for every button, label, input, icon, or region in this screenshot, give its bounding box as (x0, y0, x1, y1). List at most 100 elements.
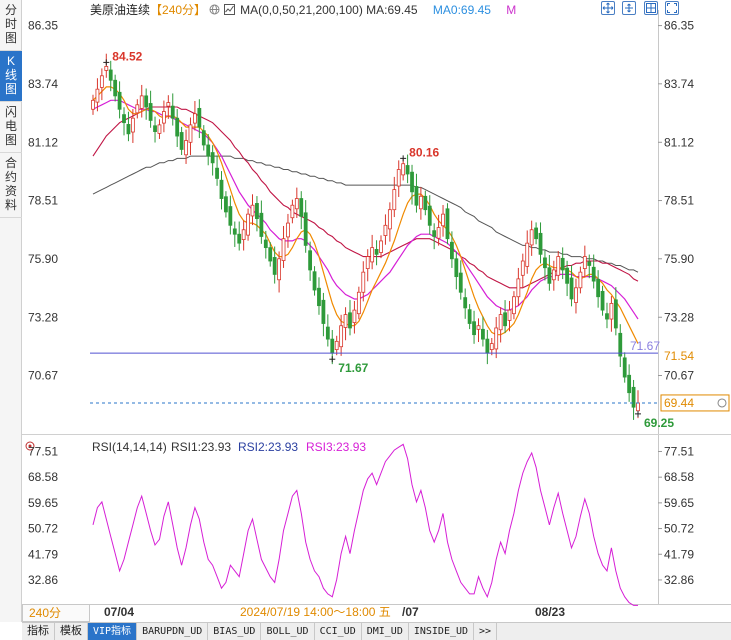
candle-body (578, 271, 583, 289)
candle-body (197, 107, 202, 128)
candle-body (427, 205, 432, 226)
candle-body (503, 312, 507, 327)
y-tick-left: 75.90 (28, 252, 58, 266)
side-tab-3[interactable]: 合约资料 (0, 153, 22, 218)
candle-body (281, 238, 286, 261)
grid-icon[interactable] (643, 1, 658, 15)
y-tick-right: 70.67 (664, 369, 694, 383)
candle-body (312, 271, 317, 291)
candle-body (188, 124, 193, 143)
candle-body (414, 186, 419, 206)
instrument-title: 美原油连续 (90, 3, 151, 17)
high-annotation-1: 84.52 (112, 49, 142, 63)
candle-body (596, 278, 601, 298)
tag-dropdown-icon[interactable] (717, 398, 727, 408)
rsi-settings-icon-dot (28, 444, 32, 448)
candle-body (538, 232, 543, 255)
candle-body (560, 257, 565, 271)
rsi-tick-left: 32.86 (28, 573, 58, 587)
candle-body (543, 257, 547, 269)
candle-body (472, 321, 476, 336)
bottom-tab-bias-ud[interactable]: BIAS_UD (208, 623, 262, 640)
bottom-tab--[interactable]: >> (474, 623, 498, 640)
candle-body (494, 327, 499, 350)
candle-body (224, 196, 228, 213)
candle-body (569, 277, 574, 300)
candle-body (450, 241, 454, 260)
rsi3-value: RSI3:23.93 (306, 440, 366, 454)
candle-body (551, 269, 556, 281)
y-tick-right: 83.74 (664, 77, 694, 91)
low-annotation-1: 71.67 (338, 361, 368, 375)
y-tick-right: 73.28 (664, 310, 694, 324)
date-cursor: 2024/07/19 14:00～18:00 五 (240, 605, 391, 619)
last-price-tag (660, 394, 730, 412)
rsi1-value: RSI1:23.93 (171, 440, 231, 454)
bottom-tab-cci-ud[interactable]: CCI_UD (315, 623, 362, 640)
move-icon[interactable] (601, 1, 615, 15)
candle-body (290, 204, 295, 219)
rsi-tick-left: 77.51 (28, 444, 58, 458)
candle-body (339, 325, 344, 348)
candle-body (525, 242, 530, 267)
rsi-tick-right: 77.51 (664, 444, 694, 458)
zoom-in-icon[interactable] (622, 1, 637, 15)
candle-body (547, 267, 552, 284)
candle-body (556, 256, 561, 276)
bottom-tab-vip-[interactable]: VIP指标 (88, 623, 138, 640)
last-price-tag-label: 69.44 (664, 396, 694, 410)
bottom-tab-inside-ud[interactable]: INSIDE_UD (409, 623, 475, 640)
candle-body (582, 256, 587, 270)
candle-body (130, 117, 135, 133)
candle-body (170, 105, 175, 119)
rsi-line (92, 443, 638, 606)
bottom-tab-barupdn-ud[interactable]: BARUPDN_UD (137, 623, 209, 640)
side-tab-0[interactable]: 分时图 (0, 0, 22, 51)
candle-body (365, 256, 370, 270)
bottom-tab--[interactable]: 指标 (22, 623, 55, 640)
candle-body (219, 179, 224, 199)
m-button[interactable]: M (506, 3, 517, 17)
candle-body (117, 91, 122, 110)
candle-body (272, 257, 277, 275)
y-tick-right: 75.90 (664, 252, 694, 266)
rsi-settings-icon[interactable] (25, 441, 35, 451)
candle-body (348, 312, 352, 329)
bottom-tab-dmi-ud[interactable]: DMI_UD (362, 623, 409, 640)
expand-icon[interactable] (665, 1, 680, 15)
candle-body (631, 386, 636, 408)
y-tick-left: 73.28 (28, 310, 58, 324)
candle-body (144, 95, 149, 108)
candle-body (139, 95, 144, 109)
candle-body (356, 291, 361, 315)
candle-body (179, 132, 184, 150)
candle-body (605, 313, 609, 320)
chart-icon[interactable] (223, 4, 235, 15)
candle-body (317, 287, 321, 307)
bottom-tab-boll-ud[interactable]: BOLL_UD (261, 623, 315, 640)
candle-body (95, 88, 100, 103)
candle-body (157, 124, 162, 134)
y-tick-left: 70.67 (28, 369, 58, 383)
bottom-tab--[interactable]: 模板 (55, 623, 88, 640)
candle-body (215, 167, 219, 179)
candle-body (321, 299, 326, 324)
candle-body (591, 266, 596, 282)
candle-body (122, 114, 126, 124)
candle-body (334, 340, 339, 351)
candle-body (175, 117, 180, 137)
side-tab-2[interactable]: 闪电图 (0, 102, 22, 153)
candle-body (396, 169, 401, 187)
candle-body (352, 309, 357, 324)
globe-icon[interactable] (209, 4, 220, 15)
candle-body (201, 130, 206, 146)
period-label[interactable]: 【240分】 (150, 3, 207, 17)
period-selector[interactable]: 240分 (22, 604, 90, 622)
candle-body (228, 206, 233, 226)
rsi-tick-right: 68.58 (664, 470, 694, 484)
candle-body (104, 66, 109, 71)
candle-body (401, 163, 406, 176)
